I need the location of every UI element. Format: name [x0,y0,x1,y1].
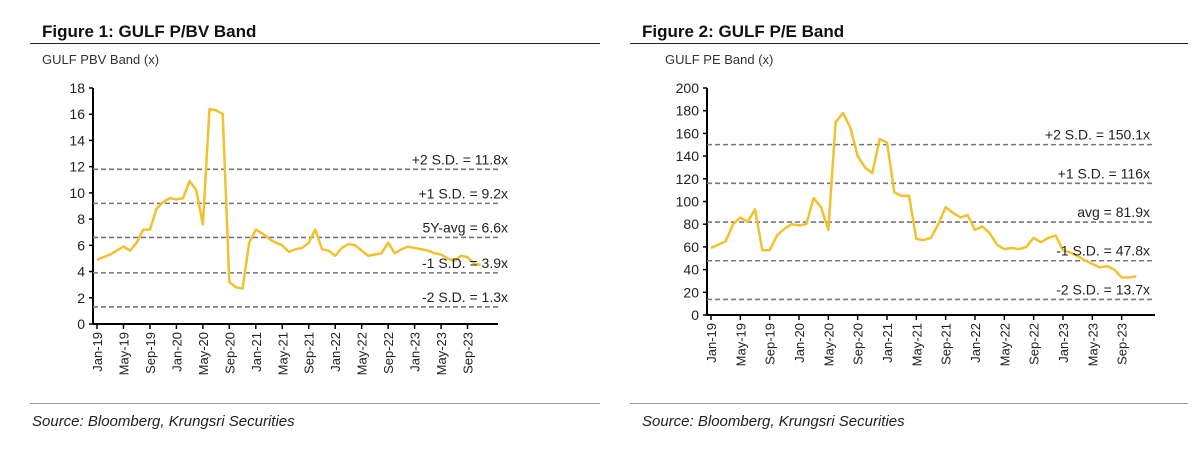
band-label: +2 S.D. = 150.1x [1045,127,1150,143]
y-tick-label: 12 [69,159,85,175]
x-tick-label: Jan-23 [1056,323,1071,363]
x-tick-label: Jan-19 [90,332,105,372]
pe-band-chart: 0 20 40 60 80 100 120 140 160 180 200 Jan-19 May-19 S… [676,80,1155,366]
x-tick-label: May-19 [116,332,131,375]
y-tick-label: 4 [77,264,85,280]
y-tick-label: 8 [77,211,85,227]
band-label: -1 S.D. = 47.8x [1056,243,1150,259]
title-rule [30,43,600,44]
x-tick-label: Jan-22 [328,332,343,372]
x-tick-label: Jan-22 [968,323,983,363]
x-tick-label: Sep-23 [1115,323,1130,365]
band-label: +2 S.D. = 11.8x [412,151,508,167]
y-tick-label: 10 [69,185,85,201]
x-tick-label: Sep-21 [939,323,954,365]
band-label: 5Y-avg = 6.6x [423,219,509,235]
x-tick-label: May-21 [909,323,924,366]
x-tick-label: Jan-21 [880,323,895,363]
y-tick-label: 20 [683,284,699,300]
chart-ylabel: GULF PE Band (x) [665,52,774,67]
bottom-rule [630,403,1188,404]
x-tick-label: Jan-20 [169,332,184,372]
y-tick-label: 6 [77,237,85,253]
x-tick-label: Sep-19 [143,332,158,374]
y-tick-label: 14 [69,132,85,148]
band-label: +1 S.D. = 9.2x [419,185,509,201]
x-tick-label: May-21 [275,332,290,375]
title-rule [630,43,1188,44]
y-tick-label: 40 [683,262,699,278]
y-tick-label: 180 [676,103,700,119]
x-tick-label: Jan-19 [704,323,719,363]
source-note: Source: Bloomberg, Krungsri Securities [32,413,295,430]
x-tick-label: Jan-21 [249,332,264,372]
y-tick-label: 18 [69,80,85,96]
y-tick-label: 120 [676,171,700,187]
figure-2: Figure 2: GULF P/E Band GULF PE Band (x)… [630,0,1200,452]
pbv-band-chart: 0 2 4 6 8 10 12 14 16 18 Jan-19 May-19 Sep-19 Jan-20 M… [69,80,509,375]
y-tick-label: 160 [676,125,700,141]
x-tick-label: Sep-19 [763,323,778,365]
x-tick-label: Sep-20 [851,323,866,365]
band-label: avg = 81.9x [1077,204,1150,220]
y-tick-label: 0 [691,307,699,323]
x-tick-label: Sep-22 [1027,323,1042,365]
chart-ylabel: GULF PBV Band (x) [42,52,160,67]
x-tick-label: Sep-20 [222,332,237,374]
band-label: +1 S.D. = 116x [1058,165,1150,181]
y-tick-label: 80 [683,216,699,232]
y-tick-label: 140 [676,148,700,164]
x-tick-label: Jan-20 [792,323,807,363]
y-tick-label: 2 [77,290,85,306]
x-tick-label: Jan-23 [408,332,423,372]
x-tick-label: May-23 [434,332,449,375]
figure-title: Figure 1: GULF P/BV Band [42,22,257,41]
x-tick-label: Sep-22 [381,332,396,374]
y-tick-label: 100 [676,194,700,210]
y-tick-label: 16 [69,106,85,122]
x-tick-label: May-22 [355,332,370,375]
source-note: Source: Bloomberg, Krungsri Securities [642,413,905,430]
band-label: -2 S.D. = 13.7x [1056,281,1150,297]
x-tick-label: Sep-23 [461,332,476,374]
x-tick-label: Sep-21 [302,332,317,374]
bottom-rule [30,403,600,404]
x-tick-label: May-20 [821,323,836,366]
y-tick-label: 200 [676,80,700,96]
figure-1: Figure 1: GULF P/BV Band GULF PBV Band (… [30,0,600,452]
y-tick-label: 0 [77,316,85,332]
x-tick-label: May-20 [196,332,211,375]
y-tick-label: 60 [683,239,699,255]
x-tick-label: May-19 [733,323,748,366]
figure-title: Figure 2: GULF P/E Band [642,22,845,41]
band-label: -2 S.D. = 1.3x [422,289,508,305]
band-label: -1 S.D. = 3.9x [422,255,508,271]
x-tick-label: May-23 [1085,323,1100,366]
x-tick-label: May-22 [997,323,1012,366]
